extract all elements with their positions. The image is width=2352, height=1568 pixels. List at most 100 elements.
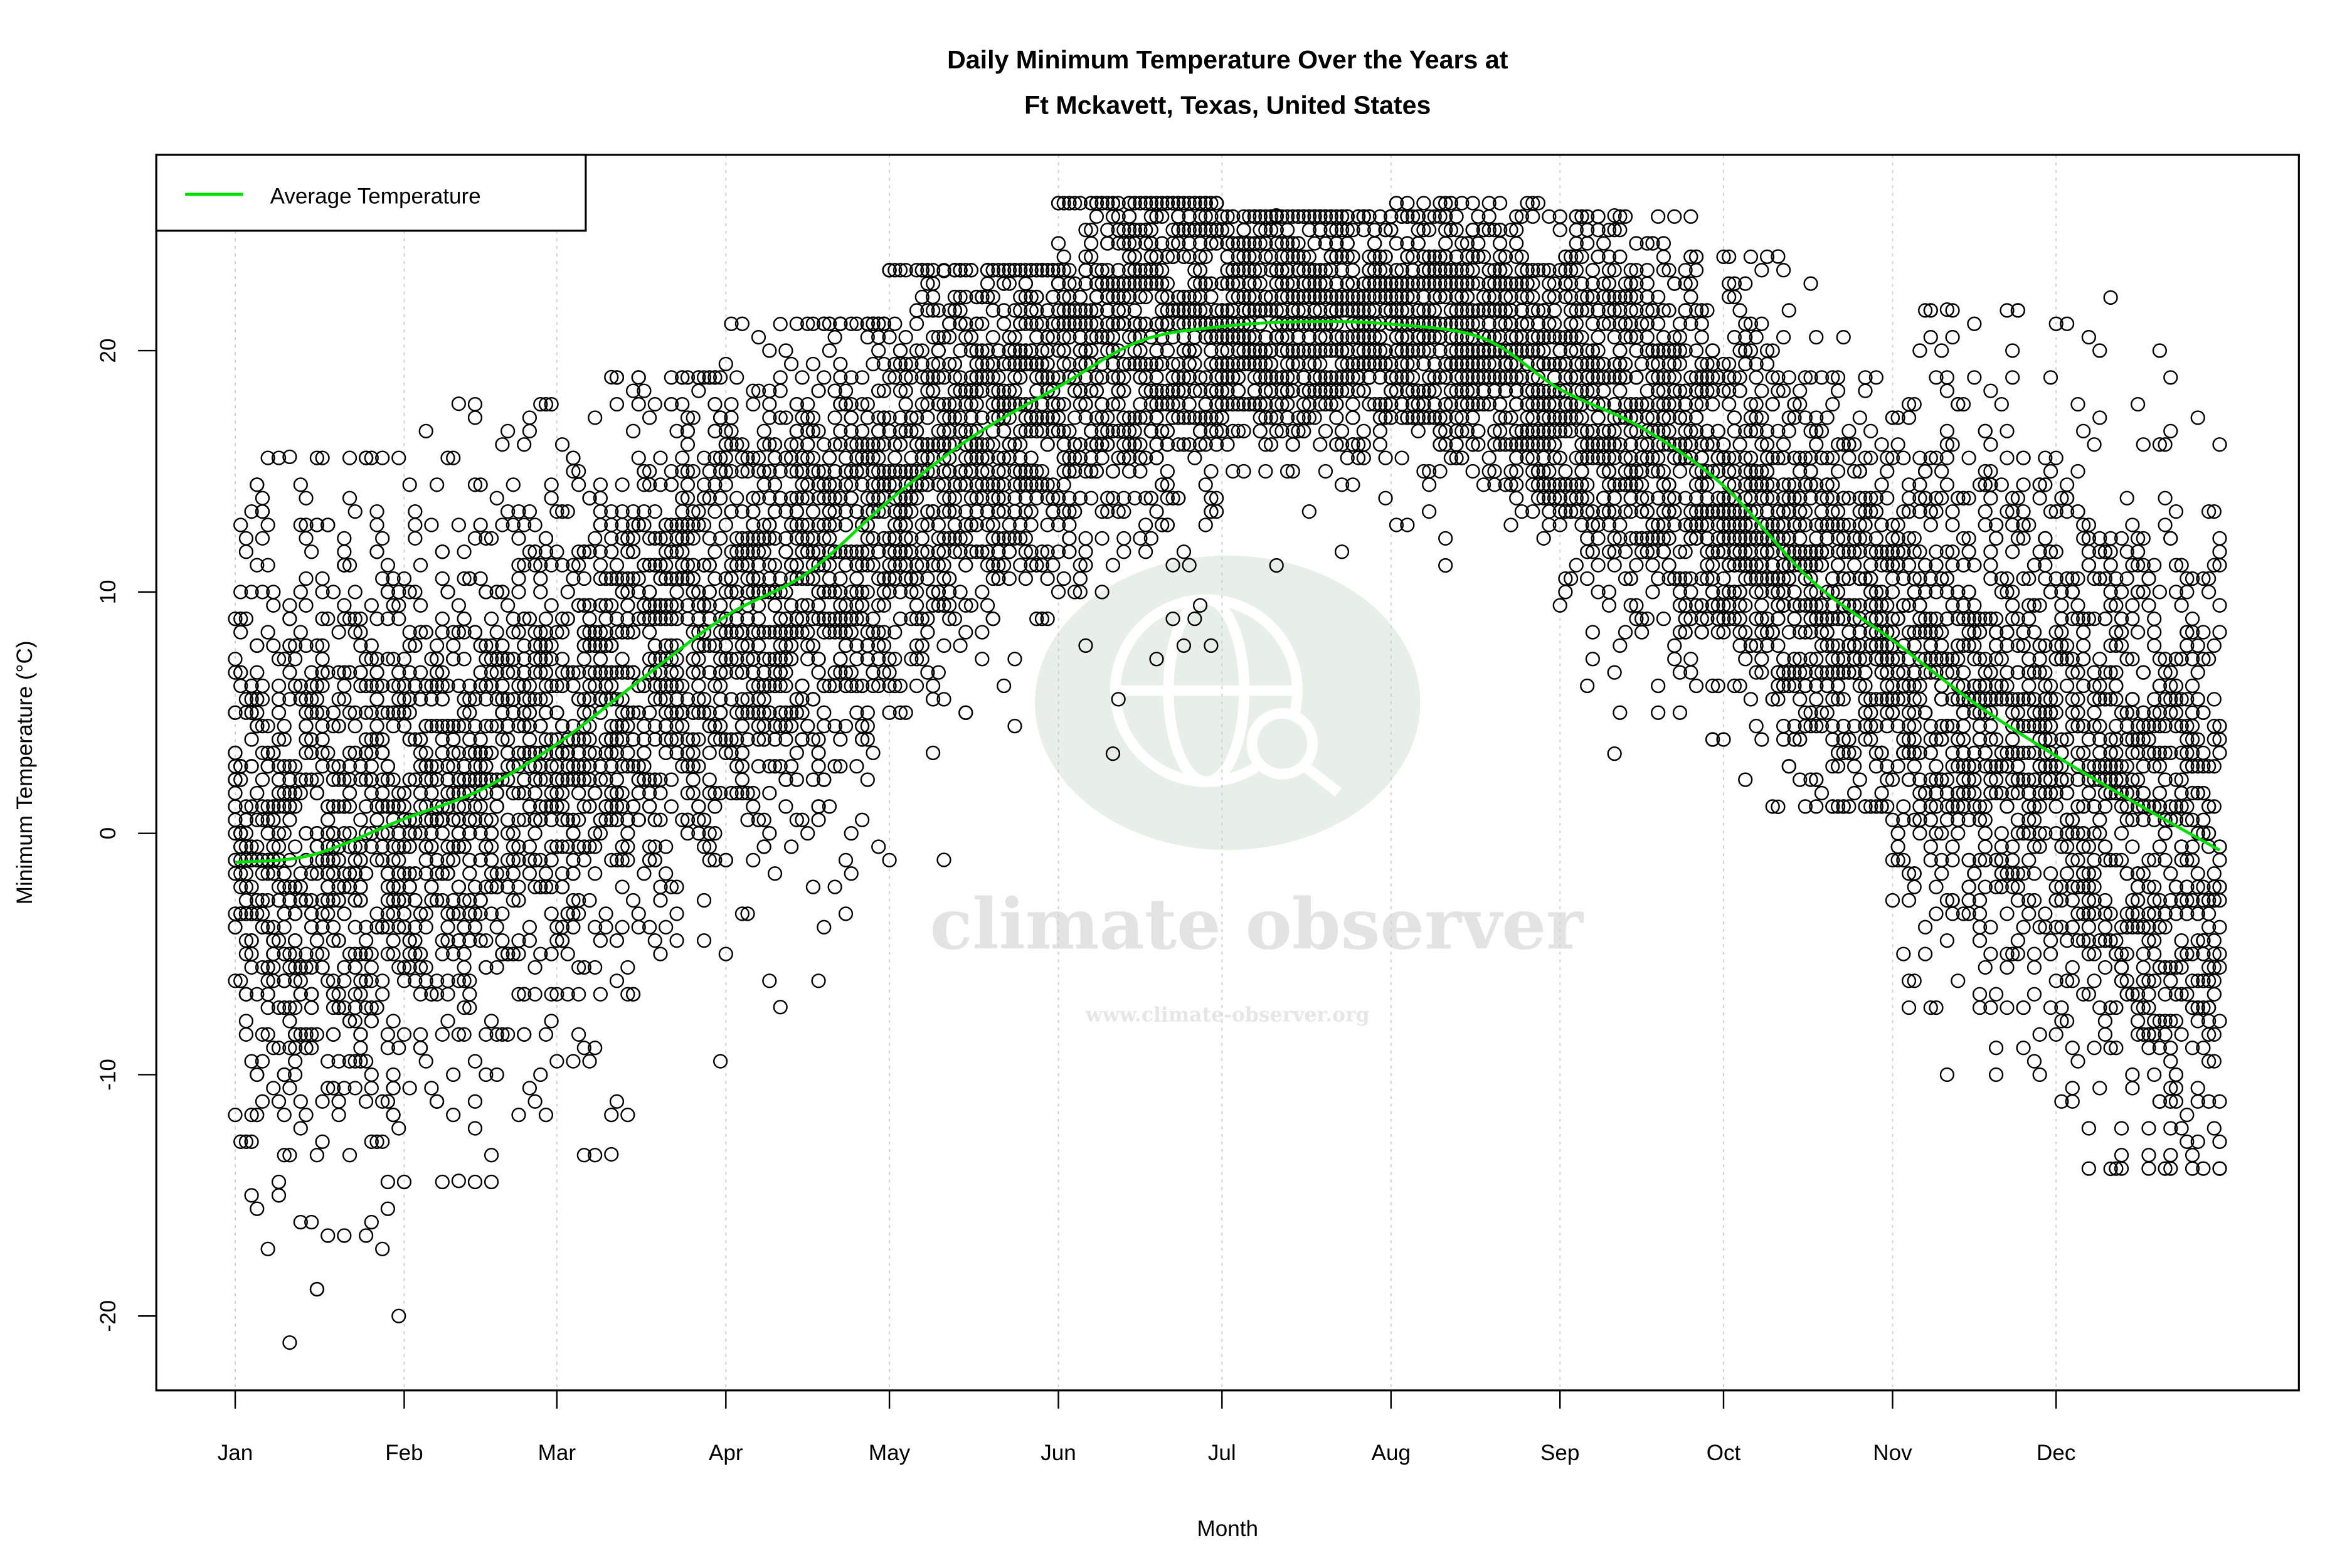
- data-point: [260, 1027, 275, 1042]
- data-point: [538, 1027, 554, 1042]
- data-point: [538, 531, 554, 546]
- data-point: [408, 504, 423, 519]
- data-point: [271, 652, 287, 667]
- data-point: [288, 960, 303, 975]
- data-point: [1258, 464, 1273, 479]
- data-point: [1334, 423, 1350, 438]
- data-point: [326, 866, 341, 881]
- data-point: [255, 1054, 270, 1069]
- data-point: [958, 705, 973, 720]
- data-point: [277, 946, 292, 961]
- data-point: [789, 745, 804, 761]
- data-point: [435, 1027, 450, 1042]
- data-point: [489, 625, 504, 640]
- data-point: [533, 1067, 548, 1083]
- globe-search-icon: [1110, 594, 1342, 797]
- data-point: [958, 558, 973, 573]
- data-point: [800, 826, 815, 841]
- data-point: [375, 1241, 390, 1256]
- data-point: [228, 799, 243, 814]
- data-point: [337, 1228, 352, 1243]
- data-point: [364, 678, 379, 694]
- data-point: [342, 490, 358, 506]
- data-point: [588, 410, 603, 425]
- data-point: [244, 799, 259, 814]
- data-point: [282, 1014, 297, 1029]
- data-point: [228, 1107, 243, 1123]
- data-point: [544, 906, 559, 921]
- data-point: [440, 919, 455, 935]
- data-point: [386, 1107, 401, 1123]
- data-point: [1007, 652, 1022, 667]
- data-point: [631, 396, 646, 412]
- data-point: [255, 531, 270, 546]
- data-point: [320, 1054, 336, 1069]
- data-point: [680, 477, 696, 492]
- data-point: [320, 611, 336, 627]
- data-point: [288, 799, 303, 814]
- data-point: [1089, 209, 1104, 224]
- data-point: [320, 973, 336, 988]
- data-point: [369, 665, 384, 680]
- data-point: [418, 1054, 433, 1069]
- data-point: [418, 423, 433, 438]
- data-point: [260, 558, 275, 573]
- data-point: [784, 839, 799, 854]
- data-point: [353, 759, 368, 774]
- data-point: [386, 933, 401, 948]
- data-point: [1301, 504, 1316, 519]
- data-point: [271, 1041, 287, 1056]
- data-point: [833, 732, 848, 747]
- data-point: [238, 866, 253, 881]
- data-point: [593, 477, 608, 492]
- data-point: [369, 504, 384, 519]
- data-point: [320, 906, 336, 921]
- data-point: [331, 625, 346, 640]
- data-point: [920, 625, 935, 640]
- data-point: [347, 705, 363, 720]
- data-point: [566, 826, 581, 841]
- data-point: [337, 531, 352, 546]
- data-point: [364, 1134, 379, 1149]
- data-point: [277, 799, 292, 814]
- data-point: [811, 383, 826, 398]
- data-point: [359, 652, 374, 667]
- data-point: [588, 866, 603, 881]
- data-point: [811, 759, 826, 774]
- data-point: [326, 893, 341, 908]
- data-point: [277, 866, 292, 881]
- data-point: [544, 490, 559, 506]
- data-point: [898, 396, 913, 412]
- data-point: [331, 1000, 346, 1015]
- data-point: [364, 652, 379, 667]
- data-point: [238, 946, 253, 961]
- data-point: [615, 652, 630, 667]
- data-point: [337, 611, 352, 627]
- data-point: [495, 933, 510, 948]
- data-point: [342, 1014, 358, 1029]
- data-point: [238, 1134, 253, 1149]
- data-point: [593, 933, 608, 948]
- data-point: [250, 987, 265, 1002]
- data-point: [451, 517, 466, 532]
- data-point: [282, 960, 297, 975]
- data-point: [762, 343, 777, 358]
- data-point: [244, 1054, 259, 1069]
- data-point: [637, 866, 652, 881]
- data-point: [620, 598, 635, 613]
- watermark-brand: climate observer: [930, 884, 1584, 966]
- data-point: [288, 1041, 303, 1056]
- data-point: [255, 799, 270, 814]
- data-point: [659, 866, 674, 881]
- data-point: [304, 1041, 319, 1056]
- data-point: [527, 826, 543, 841]
- data-point: [347, 625, 363, 640]
- data-point: [260, 719, 275, 734]
- data-point: [250, 665, 265, 680]
- data-point: [430, 477, 445, 492]
- data-point: [446, 638, 461, 653]
- data-point: [250, 1067, 265, 1083]
- data-point: [860, 772, 875, 787]
- data-point: [271, 1188, 287, 1203]
- data-point: [625, 893, 641, 908]
